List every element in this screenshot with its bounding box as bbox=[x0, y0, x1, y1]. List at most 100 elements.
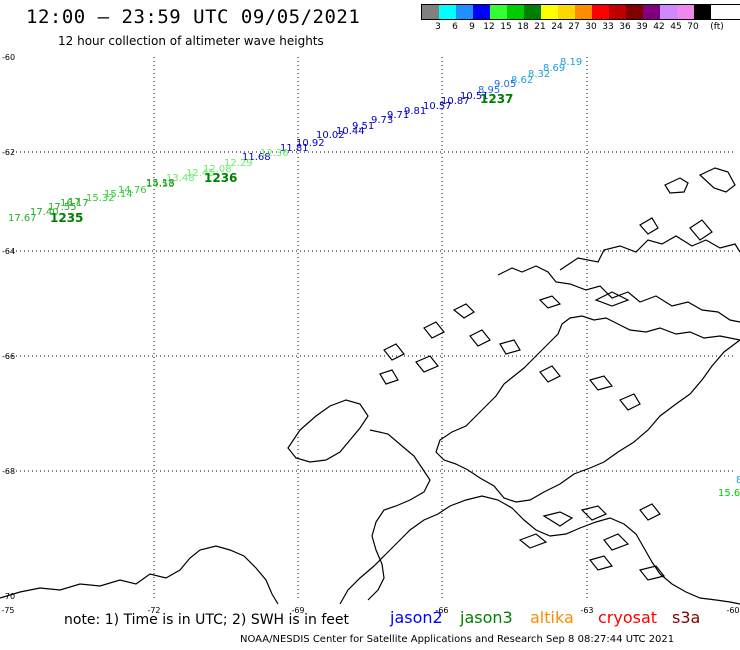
legend-swatch bbox=[473, 5, 490, 19]
swh-value-label: 10.87 bbox=[441, 96, 470, 107]
swh-value-label: 17.67 bbox=[8, 213, 37, 224]
latitude-label: -66 bbox=[2, 352, 15, 361]
swh-value-label: 12.29 bbox=[224, 158, 253, 169]
swh-value-label: 9.71 bbox=[387, 110, 409, 121]
legend-swatches bbox=[421, 4, 740, 20]
swh-value-label: 12.36 bbox=[260, 148, 289, 159]
coastline-peninsula bbox=[435, 315, 740, 503]
coastline-islands-north bbox=[559, 167, 740, 271]
legend-label: 9 bbox=[469, 22, 475, 32]
footer-note: note: 1) Time is in UTC; 2) SWH is in fe… bbox=[64, 612, 350, 628]
legend-label: 36 bbox=[619, 22, 631, 32]
credit-line: NOAA/NESDIS Center for Satellite Applica… bbox=[240, 634, 675, 645]
pass-number-label: 1236 bbox=[204, 171, 237, 185]
legend-swatch bbox=[524, 5, 541, 19]
coastline-marguerite-bay bbox=[367, 429, 431, 601]
coastline-alexander-island bbox=[287, 399, 369, 463]
swh-value-label: 15.6 bbox=[718, 488, 740, 499]
legend-label: 15 bbox=[500, 22, 512, 32]
pass-labels: 1237 1236 1235 bbox=[50, 92, 513, 225]
legend-swatch bbox=[558, 5, 575, 19]
pass-number-label: 1237 bbox=[480, 92, 513, 106]
satellite-name: jason2 bbox=[390, 608, 443, 627]
longitude-label: -75 bbox=[1, 606, 14, 615]
swh-value-label: 8.95 bbox=[478, 85, 500, 96]
satellite-name: altika bbox=[530, 608, 574, 627]
pass-number-label: 1235 bbox=[50, 211, 83, 225]
legend-label: 45 bbox=[670, 22, 682, 32]
latitude-label: -60 bbox=[2, 53, 15, 62]
legend-label: 33 bbox=[602, 22, 614, 32]
swh-value-label: 10.44 bbox=[336, 126, 365, 137]
swh-value-label: 10.57 bbox=[423, 101, 452, 112]
satellite-name: s3a bbox=[672, 608, 701, 627]
legend-unit: (ft) bbox=[710, 22, 724, 32]
satellite-name: jason3 bbox=[460, 608, 513, 627]
longitude-label: -60 bbox=[726, 606, 739, 615]
swh-value-label: 13.48 bbox=[166, 173, 195, 184]
swh-value-label: 9.05 bbox=[494, 79, 516, 90]
swh-value-label: 8.69 bbox=[543, 63, 565, 74]
swh-value-label: 17.55 bbox=[48, 202, 77, 213]
legend-swatch bbox=[422, 5, 439, 19]
swh-value-label: 15.18 bbox=[146, 178, 175, 189]
coastline bbox=[0, 167, 740, 605]
longitude-label: -72 bbox=[147, 606, 160, 615]
legend-swatch bbox=[694, 5, 711, 19]
legend-swatch bbox=[677, 5, 694, 19]
swh-value-label: 10.92 bbox=[296, 138, 325, 149]
legend-swatch bbox=[575, 5, 592, 19]
swh-value-label: 9.51 bbox=[352, 121, 374, 132]
swh-value-label: 8 bbox=[736, 475, 740, 486]
legend-swatch bbox=[609, 5, 626, 19]
legend-label: 3 bbox=[435, 22, 441, 32]
legend-label: 21 bbox=[534, 22, 546, 32]
swh-value-label: 11.81 bbox=[280, 143, 309, 154]
latitude-label: -62 bbox=[2, 148, 15, 157]
swh-value-label: 15.14 bbox=[104, 189, 133, 200]
legend-label: 12 bbox=[483, 22, 495, 32]
wave-height-legend: 3 6 9 12 15 18 21 24 27 30 33 36 39 42 45 70 (ft) bbox=[421, 4, 740, 32]
swh-value-label: 14.53 bbox=[146, 179, 175, 190]
longitude-label: -66 bbox=[435, 606, 448, 615]
legend-label: 24 bbox=[551, 22, 563, 32]
swh-value-label: 16.17 bbox=[60, 198, 89, 209]
swh-value-label: 8.32 bbox=[528, 69, 550, 80]
latitude-label: -68 bbox=[2, 467, 15, 476]
satellite-name: cryosat bbox=[598, 608, 658, 627]
legend-label: 70 bbox=[687, 22, 699, 32]
swh-value-label: 12.45 bbox=[186, 168, 215, 179]
swh-value-label: 9.73 bbox=[371, 115, 393, 126]
swh-value-label: 9.81 bbox=[404, 106, 426, 117]
legend-swatch bbox=[592, 5, 609, 19]
legend-labels: 3 6 9 12 15 18 21 24 27 30 33 36 39 42 45 70 (ft) bbox=[421, 20, 740, 32]
legend-swatch bbox=[660, 5, 677, 19]
legend-label: 27 bbox=[568, 22, 580, 32]
legend-label: 6 bbox=[452, 22, 458, 32]
swh-value-label: 17 bbox=[68, 197, 81, 208]
map-subtitle: 12 hour collection of altimeter wave hei… bbox=[58, 34, 324, 48]
legend-swatch bbox=[643, 5, 660, 19]
longitude-label: -69 bbox=[291, 606, 304, 615]
swh-observations: 8.198.698.328.629.058.9510.5110.8710.579… bbox=[8, 57, 740, 499]
legend-label: 18 bbox=[517, 22, 529, 32]
longitude-label: -63 bbox=[580, 606, 593, 615]
swh-value-label: 8.19 bbox=[560, 57, 582, 68]
swh-value-label: 15.32 bbox=[86, 193, 115, 204]
swh-value-label: 10.02 bbox=[316, 130, 345, 141]
axis-labels: -60 -62 -64 -66 -68 -70 -75 -72 -69 -66 -63 -60 bbox=[1, 53, 739, 615]
legend-label: 42 bbox=[653, 22, 665, 32]
swh-value-label: 11.68 bbox=[242, 152, 271, 163]
legend-swatch bbox=[439, 5, 456, 19]
coastline-small-islands-south bbox=[518, 503, 666, 581]
coastline-islands-central bbox=[379, 303, 641, 411]
latitude-label: -64 bbox=[2, 247, 15, 256]
legend-swatch bbox=[541, 5, 558, 19]
legend-label: 39 bbox=[636, 22, 648, 32]
swh-value-label: 10.51 bbox=[460, 91, 489, 102]
legend-swatch bbox=[456, 5, 473, 19]
legend-swatch bbox=[490, 5, 507, 19]
swh-value-label: 8.62 bbox=[511, 75, 533, 86]
coastline-shetland-islands bbox=[497, 265, 740, 323]
